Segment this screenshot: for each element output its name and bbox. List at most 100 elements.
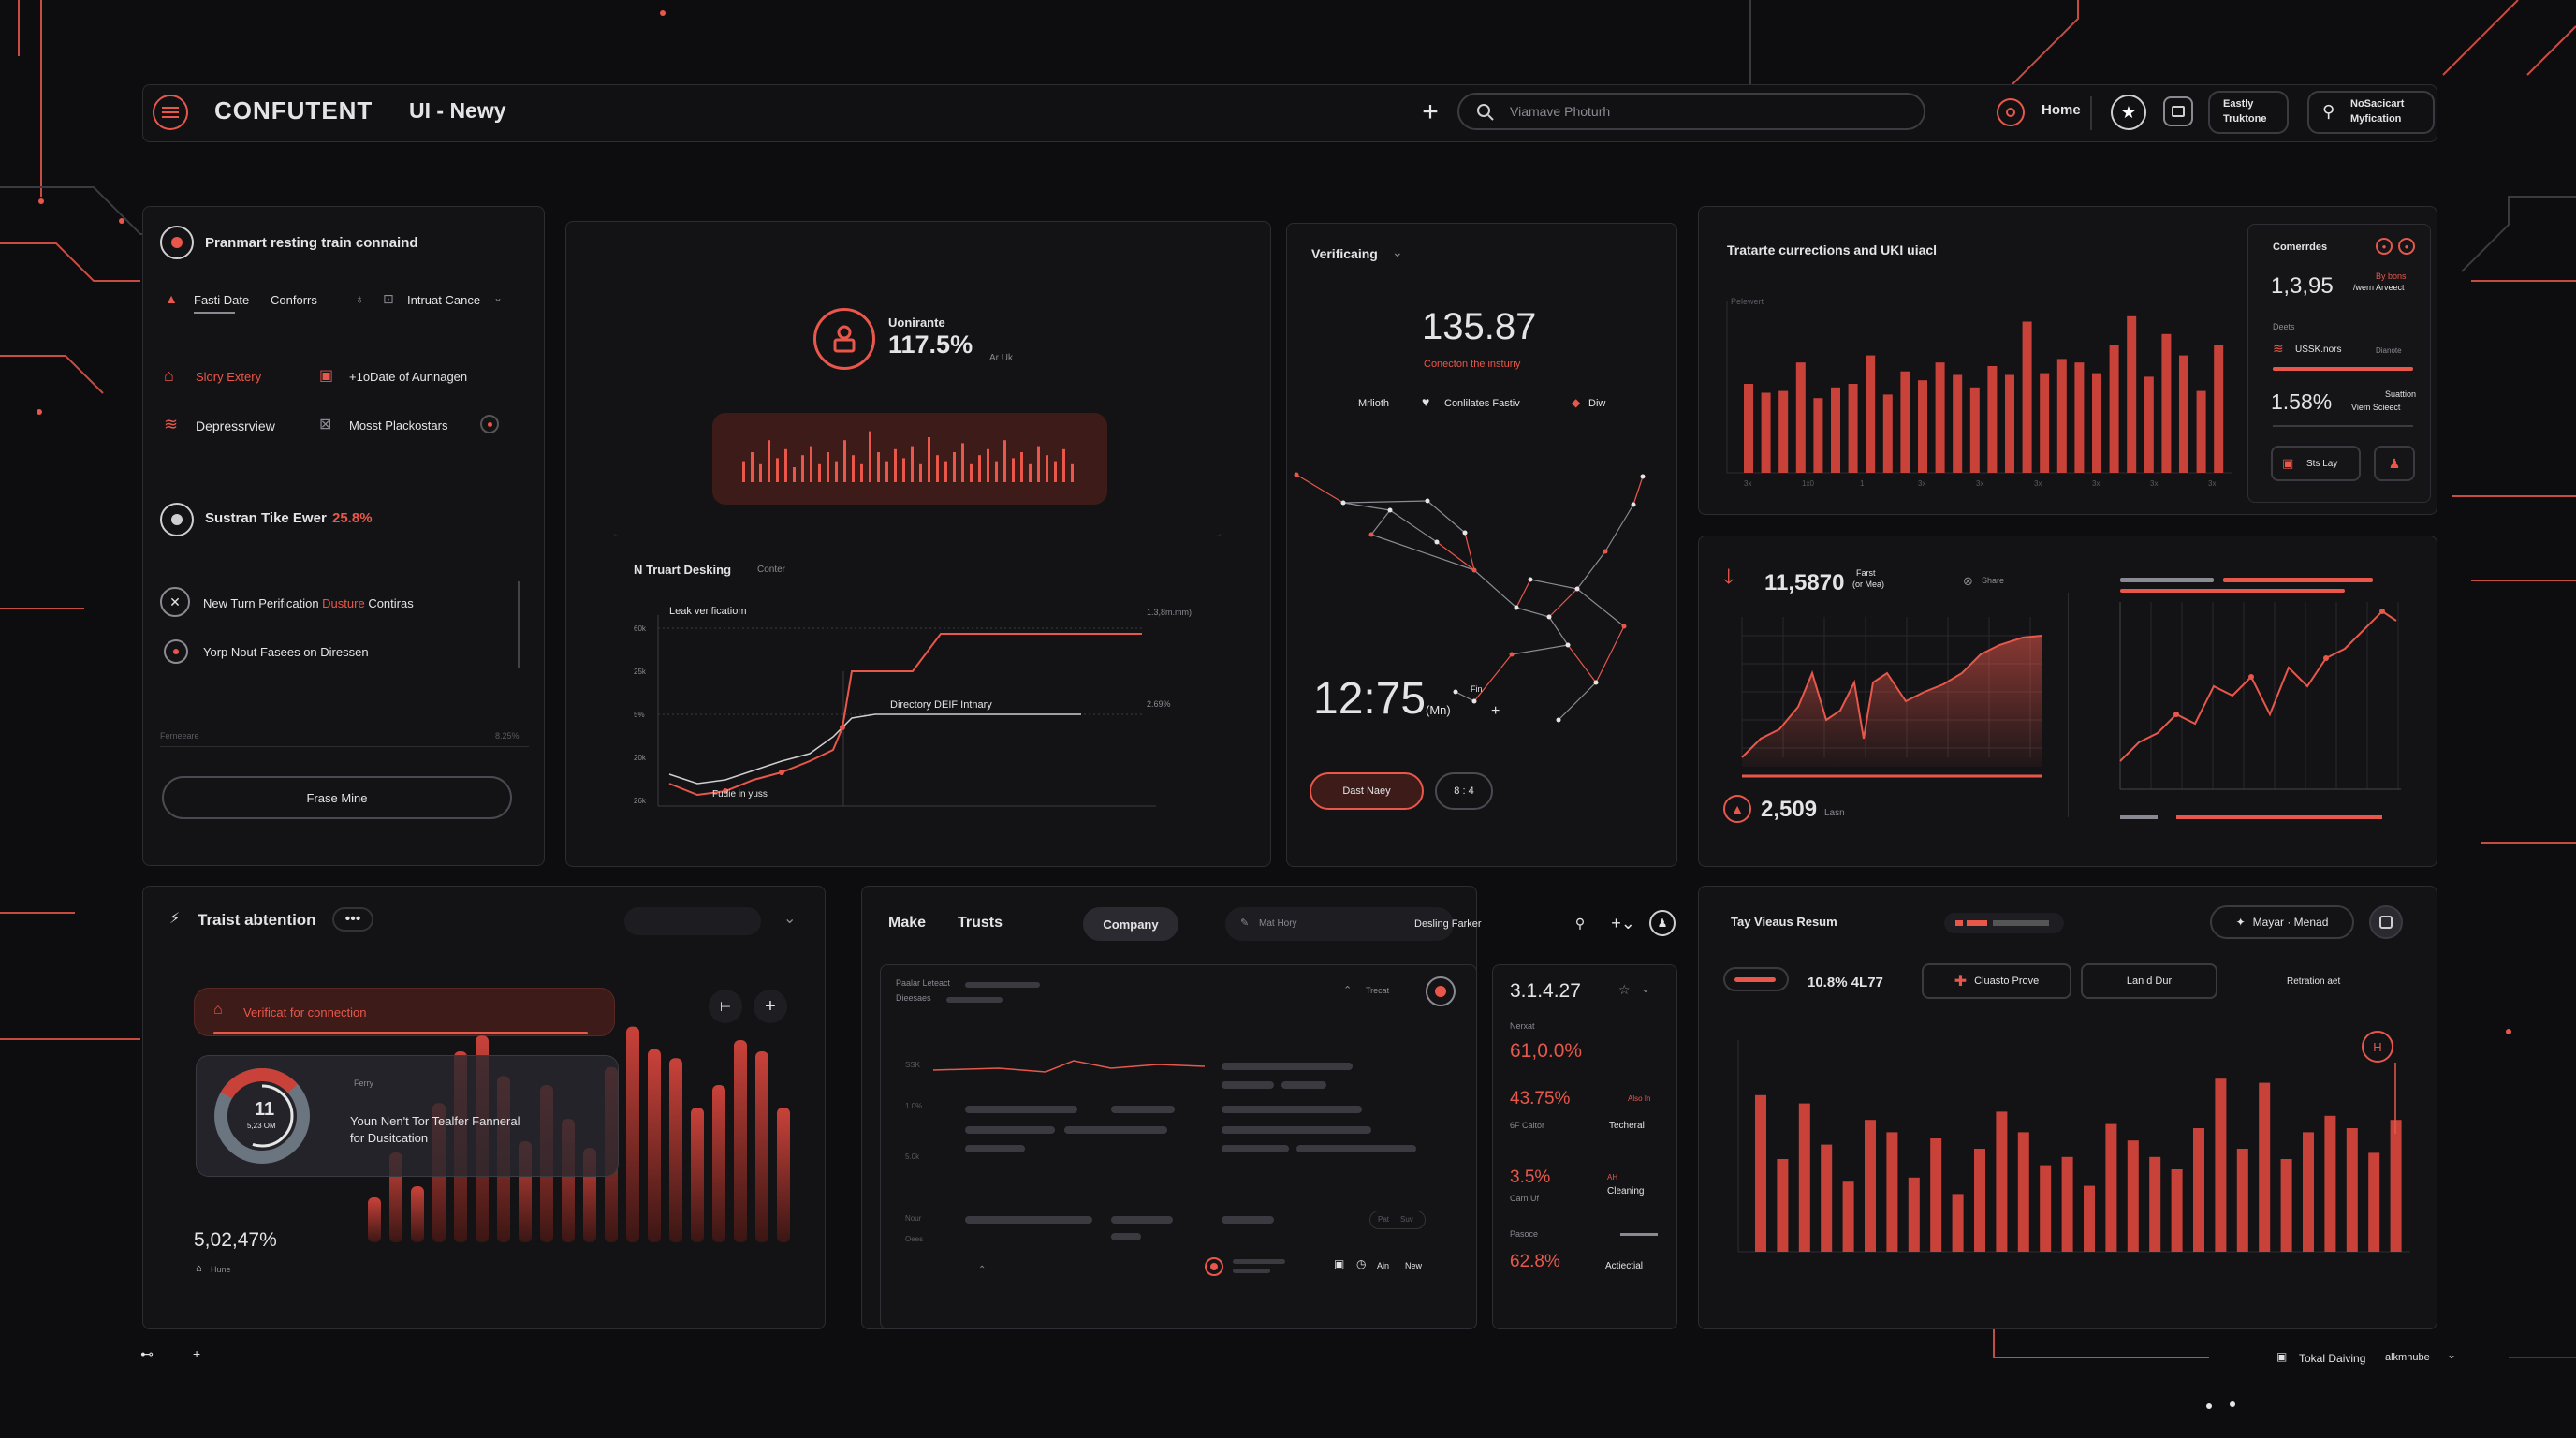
bar [2105,1123,2117,1252]
search-icon [1477,104,1494,121]
star-icon[interactable]: ★ [2111,95,2146,130]
more-button[interactable]: ••• [332,907,373,932]
menu-icon[interactable] [153,95,188,130]
waveform-bar [961,443,964,482]
chip-eastly[interactable]: Eastly Truktone [2208,91,2289,134]
chevron-up-icon[interactable]: ⌃ [1343,985,1353,996]
tab-dropdown[interactable]: Intruat Cance [407,293,481,307]
mayar-menad-button[interactable]: ✦ Mayar · Menad [2210,905,2354,939]
chevron-down-icon[interactable]: ⌄ [783,911,797,927]
bar [1930,1138,1942,1252]
record-icon[interactable]: ● [2398,238,2415,255]
chevron-down-icon[interactable]: ⌄ [1392,244,1403,259]
user-icon[interactable]: ♟ [1649,910,1676,936]
bar [1761,392,1771,473]
table-cell [1064,1126,1124,1134]
network-node [1621,624,1627,629]
chip-nosacicart[interactable]: ⚲ NoSacicart Myfication [2307,91,2435,134]
network-edge [1389,509,1438,543]
line-chart-secondary [2119,578,2401,819]
share-icon[interactable]: ⊗ [1963,574,1973,588]
waveform-bar [784,448,787,482]
network-node [1462,530,1468,536]
nav-home[interactable]: Home [2042,102,2081,118]
pin-icon[interactable]: ⚲ [1574,915,1586,931]
cluasto-prove-button[interactable]: ✚ Cluasto Prove [1922,963,2071,999]
chevron-down-icon[interactable]: ⌄ [493,291,504,304]
item-update[interactable]: +1oDate of Aunnagen [349,370,468,384]
record-icon[interactable] [1205,1257,1223,1276]
footer-plus-icon[interactable]: + [193,1346,201,1361]
toggle-track[interactable] [1620,1233,1658,1236]
item-depressrview[interactable]: Depressrview [196,418,275,433]
image-icon[interactable] [2163,96,2193,126]
legend-mrlioth: Mrlioth [1358,398,1390,409]
alert-banner[interactable]: ⌂ Verificat for connection [194,988,615,1036]
tab-make[interactable]: Make [888,915,927,931]
dast-naey-button[interactable]: Dast Naey [1310,772,1424,810]
value1-note2: /wern Arveect [2353,283,2405,292]
bar [1866,355,1876,473]
y-tick-label: 20k [634,754,647,762]
metric-toggle[interactable] [1723,967,1789,991]
chevron-down-icon[interactable]: ⌄ [2447,1348,2457,1361]
user-icon[interactable]: ♟ [2374,446,2415,481]
counter-button[interactable]: 8 : 4 [1435,772,1493,810]
trend-panel: 🡓 11,5870 Farst (or Mea) ⊗ Share ▲ 2,509… [1698,536,2437,867]
alert-icon[interactable]: ● [2376,238,2393,255]
add-icon[interactable]: + [754,990,787,1023]
bar [2215,1078,2227,1252]
search-input[interactable]: Viamave Photurh [1457,93,1925,130]
star-icon[interactable]: ☆ [1618,982,1631,997]
item-slory-extery[interactable]: Slory Extery [196,370,262,384]
row-yorp[interactable]: Yorp Nout Fasees on Diressen [203,645,369,659]
row-new-turn[interactable]: New Turn Perification Dusture Contiras [203,596,414,610]
verify-title[interactable]: Verificaing [1311,246,1378,261]
record-icon[interactable] [1426,976,1456,1006]
item-mosst[interactable]: Mosst Plackostars [349,418,448,433]
pause-icon[interactable]: ⊢ [709,990,742,1023]
footer-dropdown[interactable]: alkmnube [2385,1352,2430,1363]
network-node [1294,472,1299,477]
marker-icon[interactable]: H [2362,1031,2393,1063]
add-icon[interactable]: +⌄ [1611,913,1635,932]
alert-progress [213,1032,588,1034]
footer-link-icon[interactable]: ⊷ [140,1346,154,1361]
bar [1974,1149,1985,1252]
table-search[interactable]: ✎ Mat Hory [1225,907,1454,941]
search-right[interactable]: Desling Farker [1414,918,1482,930]
land-dur-button[interactable]: Lan d Dur [2081,963,2217,999]
tab-trusts[interactable]: Trusts [958,915,1003,931]
home-icon[interactable] [1997,98,2025,126]
network-node [1340,500,1346,506]
sts-lay-button[interactable]: ▣ Sts Lay [2271,446,2361,481]
network-edge [1604,504,1634,552]
metric-label: Uonirante [888,315,945,330]
tab-fasti-date[interactable]: Fasti Date [194,293,250,307]
footer-button[interactable]: Pat Suv [1369,1211,1426,1229]
arrow-down-icon: 🡓 [1723,565,1734,588]
waveform-bar [1046,455,1048,482]
legend-toggle[interactable] [1944,913,2064,933]
share-label[interactable]: Share [1982,576,2005,585]
network-edge [1295,474,1344,504]
tab-conforrs[interactable]: Conforrs [271,293,317,307]
info-icon[interactable] [480,415,499,433]
panel-scrollbar[interactable] [518,581,520,668]
network-node [1514,605,1519,610]
waveform-bar [869,431,871,482]
tab-company[interactable]: Company [1083,907,1178,941]
frase-mine-button[interactable]: Frase Mine [162,776,512,819]
chevron-down-icon[interactable]: ⌄ [1641,982,1651,995]
waveform-bar [978,455,981,482]
bar [1795,362,1806,473]
header-divider [2090,96,2092,130]
stat-note: Hune [211,1265,231,1274]
settings-icon[interactable] [2369,905,2403,939]
label4: Pasoce [1510,1229,1539,1239]
filter-input[interactable] [624,907,761,935]
chart-filter[interactable]: Conter [757,565,786,575]
waveform-bar [894,448,897,482]
add-icon[interactable]: + [1422,96,1439,127]
info-card[interactable]: 11 5,23 OM Ferry Youn Nen't Tor Tealfer … [196,1055,619,1177]
